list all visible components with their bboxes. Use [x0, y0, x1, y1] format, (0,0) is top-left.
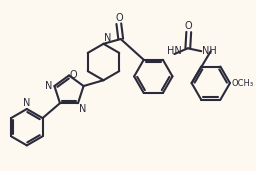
Text: N: N — [23, 98, 30, 108]
Text: O: O — [70, 70, 78, 80]
Text: O: O — [115, 13, 123, 23]
Text: N: N — [104, 33, 112, 43]
Text: NH: NH — [202, 46, 217, 56]
Text: N: N — [79, 104, 86, 114]
Text: N: N — [45, 81, 52, 91]
Text: O: O — [185, 21, 193, 31]
Text: HN: HN — [167, 46, 182, 56]
Text: OCH₃: OCH₃ — [232, 79, 254, 88]
